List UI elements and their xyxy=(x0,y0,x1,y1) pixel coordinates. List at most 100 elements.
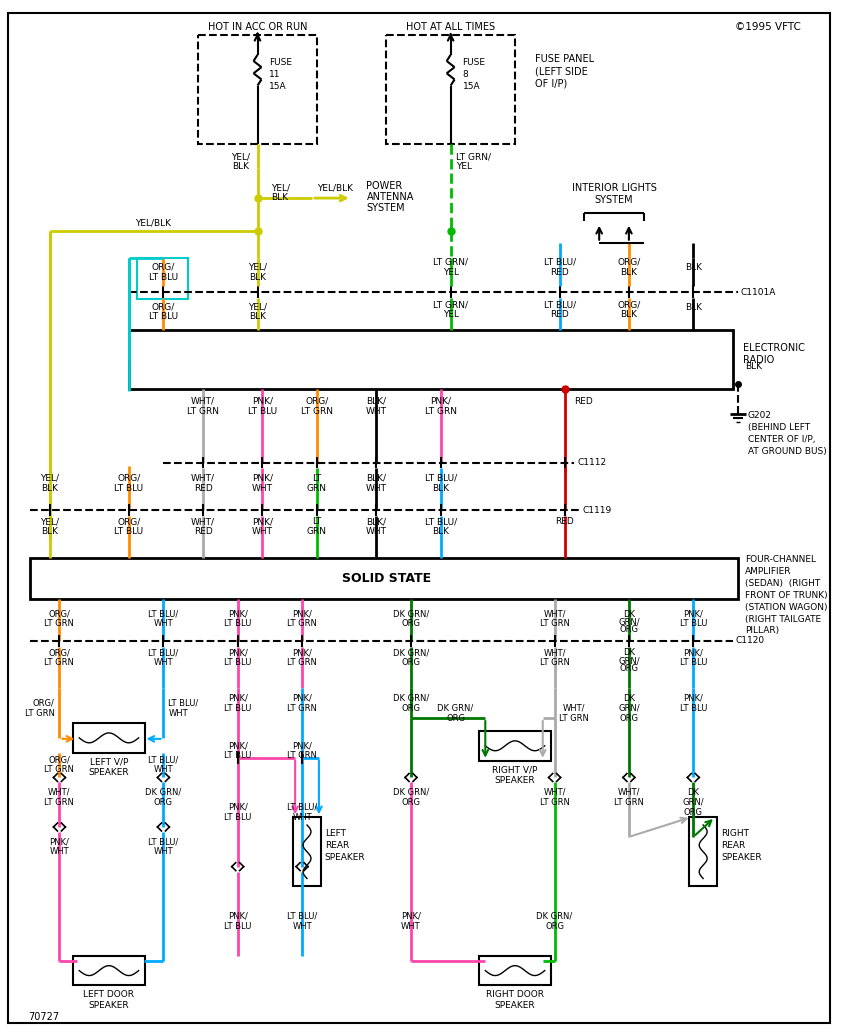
Text: ORG: ORG xyxy=(402,798,420,807)
Text: WHT/: WHT/ xyxy=(543,649,566,657)
Text: 8: 8 xyxy=(463,69,469,79)
Text: OF I/P): OF I/P) xyxy=(535,79,567,88)
Text: YEL/: YEL/ xyxy=(231,152,250,161)
Text: LT GRN/: LT GRN/ xyxy=(433,258,468,267)
Text: ORG/: ORG/ xyxy=(618,258,640,267)
Text: ORG/: ORG/ xyxy=(48,609,70,618)
Text: DK: DK xyxy=(623,649,634,657)
Text: (BEHIND LEFT: (BEHIND LEFT xyxy=(748,424,810,432)
Text: ORG: ORG xyxy=(619,714,639,722)
Text: ORG/: ORG/ xyxy=(151,263,175,271)
Text: (STATION WAGON): (STATION WAGON) xyxy=(744,603,827,611)
Text: YEL/: YEL/ xyxy=(40,517,59,526)
Text: LT GRN: LT GRN xyxy=(287,658,317,667)
Text: HOT IN ACC OR RUN: HOT IN ACC OR RUN xyxy=(208,22,307,32)
Text: LT GRN: LT GRN xyxy=(45,620,74,629)
Text: LT GRN: LT GRN xyxy=(287,703,317,713)
Text: LT: LT xyxy=(312,517,321,526)
Text: LT BLU/: LT BLU/ xyxy=(148,649,179,657)
Text: BLK: BLK xyxy=(272,193,288,202)
Text: FUSE: FUSE xyxy=(269,58,293,67)
Text: PNK/: PNK/ xyxy=(684,694,703,702)
Text: PNK/: PNK/ xyxy=(431,397,451,406)
Text: RED: RED xyxy=(194,527,212,537)
Text: (RIGHT TAILGATE: (RIGHT TAILGATE xyxy=(744,614,821,624)
Text: LT GRN: LT GRN xyxy=(187,406,219,415)
Text: DK: DK xyxy=(623,609,634,618)
Text: LT BLU: LT BLU xyxy=(679,703,707,713)
Text: C1101A: C1101A xyxy=(741,288,776,296)
Text: ORG/: ORG/ xyxy=(117,517,140,526)
Text: LT BLU/: LT BLU/ xyxy=(148,755,179,765)
Text: CENTER OF I/P,: CENTER OF I/P, xyxy=(748,435,816,444)
Text: LT BLU/: LT BLU/ xyxy=(425,517,457,526)
Text: RADIO: RADIO xyxy=(743,354,774,365)
Text: YEL/BLK: YEL/BLK xyxy=(135,219,172,227)
Text: BLK: BLK xyxy=(249,272,266,282)
Text: ORG: ORG xyxy=(619,626,639,634)
Text: WHT/: WHT/ xyxy=(191,397,215,406)
Text: WHT/: WHT/ xyxy=(543,609,566,618)
Text: WHT: WHT xyxy=(365,484,387,493)
Text: PNK/: PNK/ xyxy=(228,742,248,750)
Text: BLK: BLK xyxy=(620,268,637,277)
Text: BLK: BLK xyxy=(249,313,266,321)
Text: (LEFT SIDE: (LEFT SIDE xyxy=(535,66,588,77)
Text: ORG/: ORG/ xyxy=(48,755,70,765)
Text: YEL/: YEL/ xyxy=(248,263,267,271)
Text: SPEAKER: SPEAKER xyxy=(325,854,365,862)
Text: RIGHT DOOR: RIGHT DOOR xyxy=(486,989,544,999)
Text: ORG/: ORG/ xyxy=(151,303,175,312)
Text: SPEAKER: SPEAKER xyxy=(495,776,536,785)
Text: PNK/: PNK/ xyxy=(684,609,703,618)
Text: LT GRN: LT GRN xyxy=(425,406,457,415)
Text: ANTENNA: ANTENNA xyxy=(366,192,414,202)
Text: DK GRN/: DK GRN/ xyxy=(437,703,474,713)
Text: WHT: WHT xyxy=(292,812,312,822)
Text: LT BLU/: LT BLU/ xyxy=(148,609,179,618)
Text: ORG: ORG xyxy=(545,922,564,930)
Text: RED: RED xyxy=(574,397,593,406)
Text: (SEDAN)  (RIGHT: (SEDAN) (RIGHT xyxy=(744,579,820,587)
Text: SPEAKER: SPEAKER xyxy=(89,768,129,777)
Text: LT BLU/: LT BLU/ xyxy=(287,912,317,921)
Text: ELECTRONIC: ELECTRONIC xyxy=(743,343,805,352)
Text: YEL: YEL xyxy=(456,162,471,171)
Text: WHT: WHT xyxy=(365,406,387,415)
Text: GRN/: GRN/ xyxy=(683,798,704,807)
Text: LT GRN: LT GRN xyxy=(301,406,333,415)
Text: BLK: BLK xyxy=(684,303,702,312)
Text: PNK/: PNK/ xyxy=(252,517,273,526)
Bar xyxy=(129,329,733,390)
Text: DK GRN/: DK GRN/ xyxy=(146,787,182,797)
Text: LT BLU: LT BLU xyxy=(679,620,707,629)
Text: LT BLU: LT BLU xyxy=(149,313,178,321)
Text: BLK: BLK xyxy=(432,527,449,537)
Text: WHT: WHT xyxy=(50,847,69,857)
Text: C1119: C1119 xyxy=(582,506,612,515)
Text: PNK/: PNK/ xyxy=(49,837,69,846)
Text: WHT: WHT xyxy=(154,620,173,629)
Bar xyxy=(74,723,145,753)
Text: WHT: WHT xyxy=(154,658,173,667)
Text: LT GRN: LT GRN xyxy=(540,658,569,667)
Text: ORG/: ORG/ xyxy=(48,649,70,657)
Text: LT BLU: LT BLU xyxy=(224,751,251,760)
Text: DK: DK xyxy=(623,694,634,702)
Text: YEL: YEL xyxy=(442,268,459,277)
Text: ORG: ORG xyxy=(402,703,420,713)
Text: FRONT OF TRUNK): FRONT OF TRUNK) xyxy=(744,591,827,600)
Text: LEFT V/P: LEFT V/P xyxy=(90,757,128,767)
Text: LT BLU/: LT BLU/ xyxy=(543,258,575,267)
Text: RED: RED xyxy=(194,484,212,493)
Text: SPEAKER: SPEAKER xyxy=(495,1001,536,1010)
Text: YEL/: YEL/ xyxy=(248,303,267,312)
Text: RED: RED xyxy=(555,517,574,526)
Text: WHT/: WHT/ xyxy=(191,473,215,483)
Text: LT GRN: LT GRN xyxy=(287,751,317,760)
Bar xyxy=(480,956,551,985)
Text: PNK/: PNK/ xyxy=(292,649,312,657)
Text: WHT: WHT xyxy=(252,527,273,537)
Text: LT BLU: LT BLU xyxy=(224,658,251,667)
Text: PNK/: PNK/ xyxy=(292,742,312,750)
